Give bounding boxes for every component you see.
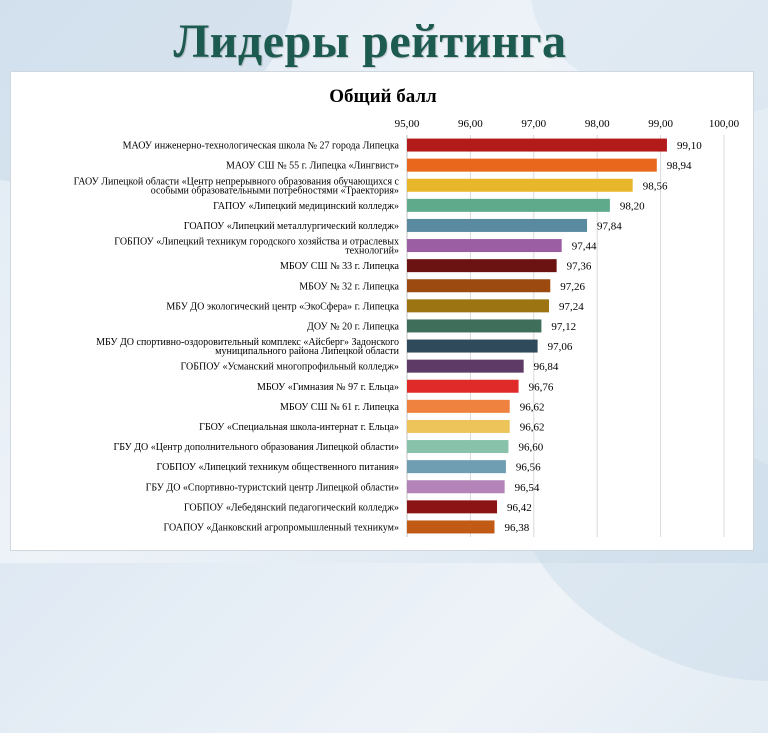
category-label: МБОУ «Гимназия № 97 г. Ельца» (257, 382, 399, 393)
category-label: ГБОУ «Специальная школа-интернат г. Ельц… (199, 422, 399, 433)
category-label: ГАПОУ «Липецкий медицинский колледж» (213, 201, 399, 212)
bars (407, 138, 667, 534)
data-label: 99,10 (677, 140, 702, 152)
bar (407, 158, 657, 172)
data-label: 97,36 (567, 261, 592, 273)
category-label-line: ГБОУ «Специальная школа-интернат г. Ельц… (199, 422, 399, 433)
category-label: МБУ ДО спортивно-оздоровительный комплек… (96, 337, 400, 357)
category-label: ДОУ № 20 г. Липецка (307, 321, 400, 332)
bar (407, 440, 509, 454)
bar (407, 500, 498, 514)
data-label: 98,20 (620, 200, 645, 212)
category-label-line: ГОБПОУ «Лебедянский педагогический колле… (184, 502, 399, 513)
x-tick-label: 95,00 (395, 118, 420, 130)
x-tick-label: 96,00 (458, 118, 483, 130)
bar (407, 198, 610, 212)
bar (407, 178, 633, 192)
x-tick-label: 98,00 (585, 118, 610, 130)
category-label: МАОУ инженерно-технологическая школа № 2… (123, 141, 400, 152)
data-label: 97,12 (551, 321, 576, 333)
category-label-line: МБОУ № 32 г. Липецка (299, 281, 399, 292)
category-label: ГОБПОУ «Липецкий техникум городского хоз… (114, 237, 399, 257)
category-label: ГОБПОУ «Усманский многопрофильный коллед… (180, 362, 399, 373)
category-label: ГБУ ДО «Центр дополнительного образовани… (113, 442, 399, 453)
data-label: 98,94 (667, 160, 692, 172)
bar (407, 460, 506, 474)
bar (407, 138, 667, 152)
category-label-line: ГОБПОУ «Усманский многопрофильный коллед… (180, 362, 399, 373)
chart-title: Общий балл (329, 86, 437, 107)
category-label-line: муниципального района Липецкой области (215, 346, 400, 357)
category-label: МБОУ № 32 г. Липецка (299, 281, 399, 292)
chart-container: Общий балл 95,00 96,00 97,00 98,00 99,00 100,… (10, 71, 754, 551)
category-label-line: МАОУ инженерно-технологическая школа № 2… (123, 141, 400, 152)
bar (407, 419, 510, 433)
data-label: 96,84 (534, 361, 559, 373)
bar (407, 299, 550, 313)
x-axis-ticks: 95,00 96,00 97,00 98,00 99,00 100,00 (395, 118, 740, 130)
data-label: 96,76 (529, 381, 554, 393)
category-label-line: особыми образовательными потребностями «… (151, 185, 399, 196)
data-label: 98,56 (643, 180, 668, 192)
category-labels: МАОУ инженерно-технологическая школа № 2… (74, 141, 400, 534)
bar-chart: Общий балл 95,00 96,00 97,00 98,00 99,00 100,… (74, 86, 740, 537)
category-label-line: ГБУ ДО «Спортивно-туристский центр Липец… (146, 482, 399, 493)
category-label-line: ГАПОУ «Липецкий медицинский колледж» (213, 201, 399, 212)
data-label: 96,62 (520, 421, 545, 433)
bar (407, 399, 510, 413)
data-label: 97,44 (572, 241, 597, 253)
category-label-line: МБОУ СШ № 33 г. Липецка (280, 261, 400, 272)
category-label: ГОАПОУ «Данковский агропромышленный техн… (163, 522, 399, 533)
category-label-line: МБУ ДО спортивно-оздоровительный комплек… (96, 337, 399, 348)
data-label: 97,24 (559, 301, 584, 313)
bar (407, 359, 524, 373)
bar (407, 379, 519, 393)
bar (407, 259, 557, 273)
category-label: МБОУ СШ № 61 г. Липецка (280, 402, 400, 413)
category-label: ГОБПОУ «Липецкий техникум общественного … (157, 462, 399, 473)
category-label: МБОУ СШ № 33 г. Липецка (280, 261, 400, 272)
category-label-line: ГОБПОУ «Липецкий техникум общественного … (157, 462, 399, 473)
category-label-line: ГБУ ДО «Центр дополнительного образовани… (113, 442, 399, 453)
bar (407, 239, 562, 253)
x-tick-label: 99,00 (648, 118, 673, 130)
category-label-line: МБОУ СШ № 61 г. Липецка (280, 402, 400, 413)
x-tick-label: 100,00 (709, 118, 740, 130)
category-label-line: МБОУ «Гимназия № 97 г. Ельца» (257, 382, 399, 393)
data-label: 97,84 (597, 220, 622, 232)
category-label-line: технологий» (345, 246, 399, 257)
bar (407, 279, 551, 293)
category-label-line: МАОУ СШ № 55 г. Липецка «Лингвист» (226, 161, 399, 172)
x-tick-label: 97,00 (521, 118, 546, 130)
category-label: ГОБПОУ «Лебедянский педагогический колле… (184, 502, 399, 513)
category-label: ГОАПОУ «Липецкий металлургический коллед… (184, 221, 399, 232)
gridlines (406, 135, 725, 537)
category-label: ГБУ ДО «Спортивно-туристский центр Липец… (146, 482, 399, 493)
data-label: 96,56 (516, 462, 541, 474)
data-label: 97,26 (560, 281, 585, 293)
data-label: 96,60 (518, 442, 543, 454)
category-label: ГАОУ Липецкой области «Центр непрерывног… (74, 176, 400, 196)
category-label-line: ГОАПОУ «Данковский агропромышленный техн… (163, 522, 399, 533)
bar (407, 339, 538, 353)
bar (407, 218, 588, 232)
bar (407, 319, 542, 333)
category-label-line: МБУ ДО экологический центр «ЭкоСфера» г.… (166, 301, 399, 312)
data-label: 97,06 (548, 341, 573, 353)
data-label: 96,38 (504, 522, 529, 534)
data-label: 96,42 (507, 502, 532, 514)
category-label-line: ГОБПОУ «Липецкий техникум городского хоз… (114, 237, 399, 248)
data-label: 96,54 (515, 482, 540, 494)
bar (407, 480, 505, 494)
bar (407, 520, 495, 534)
data-label: 96,62 (520, 401, 545, 413)
category-label: МБУ ДО экологический центр «ЭкоСфера» г.… (166, 301, 399, 312)
category-label-line: ДОУ № 20 г. Липецка (307, 321, 400, 332)
category-label: МАОУ СШ № 55 г. Липецка «Лингвист» (226, 161, 399, 172)
slide-title: Лидеры рейтинга (173, 15, 567, 68)
category-label-line: ГОАПОУ «Липецкий металлургический коллед… (184, 221, 399, 232)
category-label-line: ГАОУ Липецкой области «Центр непрерывног… (74, 176, 400, 187)
